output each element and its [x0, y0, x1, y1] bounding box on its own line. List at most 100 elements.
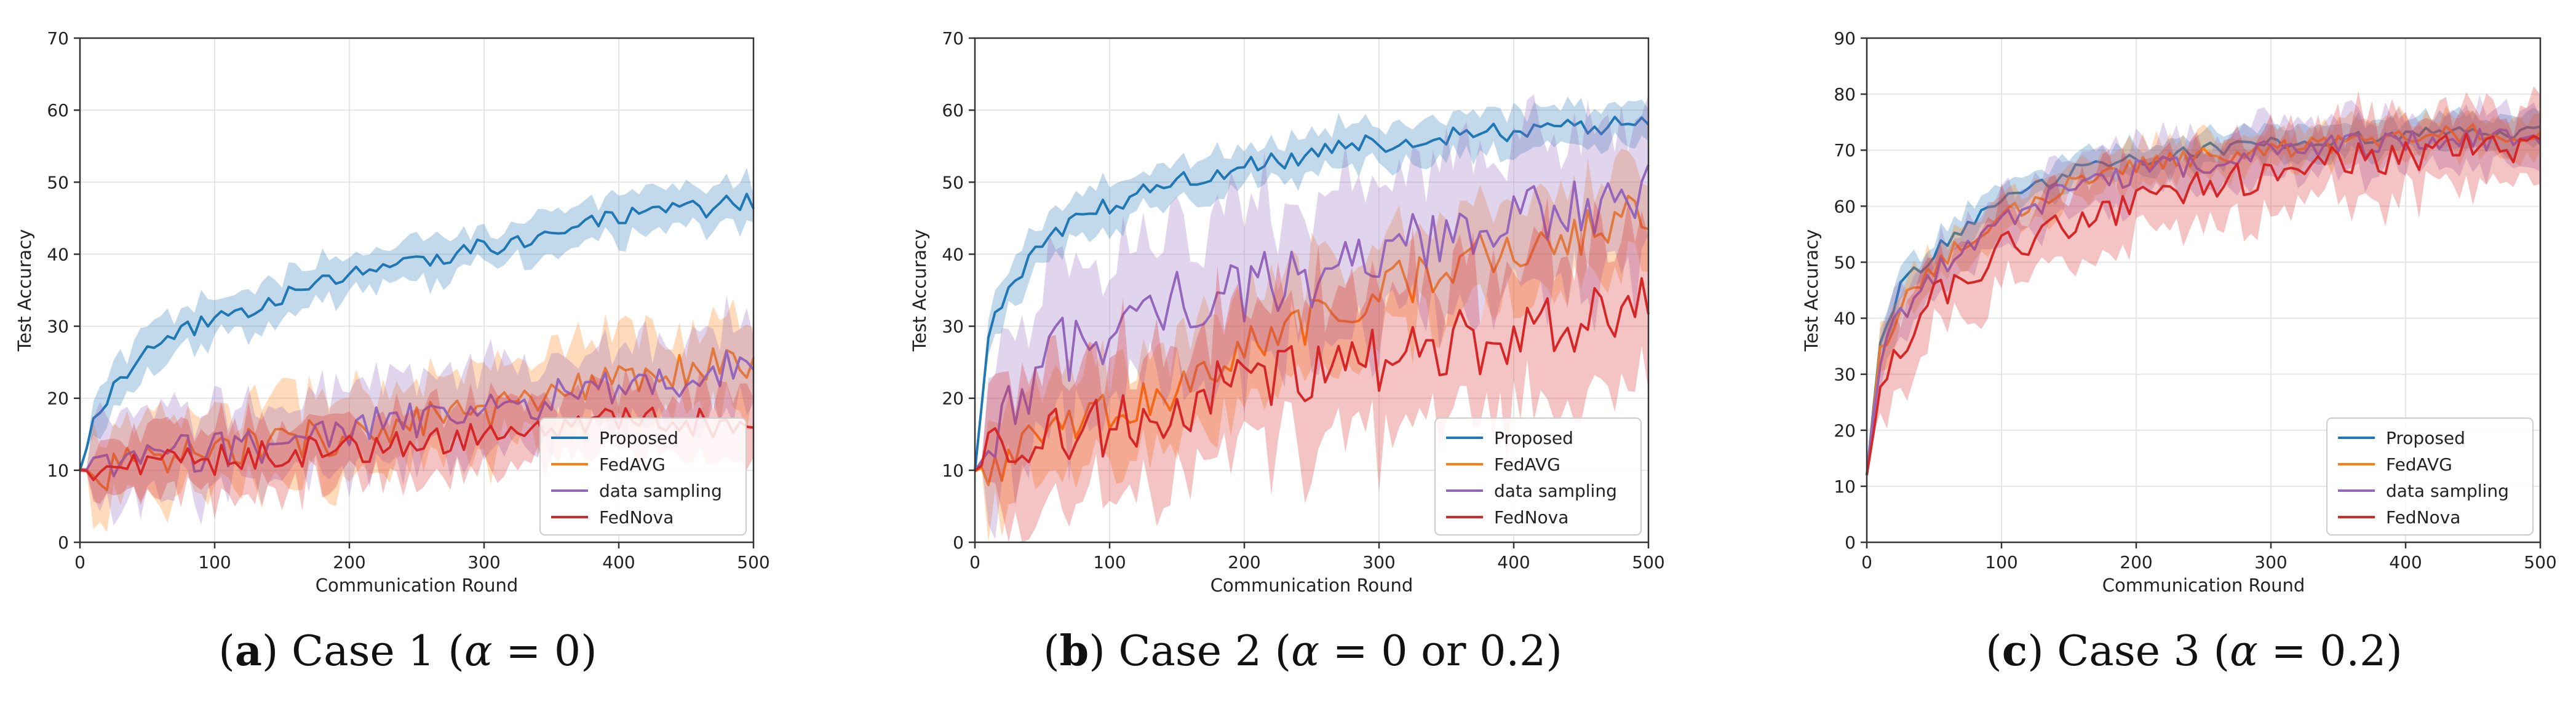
- y-tick-label: 70: [1834, 140, 1856, 160]
- x-tick-label: 300: [467, 552, 500, 572]
- x-axis-label: Communication Round: [2102, 575, 2305, 596]
- y-tick-label: 50: [942, 172, 964, 192]
- caption-text: Case 3 (: [2044, 627, 2230, 676]
- x-axis-label: Communication Round: [1210, 575, 1413, 596]
- band-fedavg: [975, 148, 1648, 542]
- y-axis-label: Test Accuracy: [14, 229, 35, 352]
- x-tick-label: 400: [2389, 552, 2422, 572]
- legend: Proposed FedAVG data sampling FedNova: [539, 417, 747, 536]
- y-tick-label: 0: [1845, 532, 1856, 553]
- axes-frame: [974, 37, 1650, 544]
- y-tick-label: 40: [47, 244, 69, 264]
- caption-close-paren: ): [2027, 627, 2044, 676]
- series-line-fednova: [1866, 132, 2541, 475]
- y-tick-label: 10: [47, 461, 69, 481]
- series-line-data-sampling: [974, 164, 1650, 472]
- legend-box: [539, 417, 747, 536]
- band-proposed: [80, 167, 753, 472]
- panel-b-chart: 0 100 200 300 400 500 0 10 20 30 40 50 60 70 Communica…: [909, 28, 1665, 676]
- y-tick-label: 30: [942, 317, 964, 337]
- y-tick-label: 50: [47, 172, 69, 192]
- legend-label-proposed: Proposed: [599, 428, 678, 448]
- series-line-fedavg: [974, 194, 1649, 486]
- y-tick-label: 30: [1834, 365, 1856, 385]
- y-tick-label: 20: [1834, 421, 1856, 441]
- caption-close-paren: ): [1089, 627, 1105, 676]
- caption-alpha: α: [464, 627, 493, 676]
- legend-label-proposed: Proposed: [1494, 428, 1573, 448]
- y-tick-label: 60: [47, 100, 69, 121]
- caption-text: Case 1 (: [278, 627, 464, 676]
- x-tick-label: 400: [1497, 552, 1530, 572]
- band-data-sampling: [80, 295, 753, 526]
- y-tick-label: 30: [47, 317, 69, 337]
- y-tick-label: 0: [58, 532, 69, 553]
- y-tick-label: 90: [1834, 28, 1856, 49]
- y-tick-label: 10: [1834, 477, 1856, 497]
- caption-value: = 0): [493, 627, 597, 676]
- y-tick-label: 40: [1834, 309, 1856, 329]
- y-tick-label: 20: [47, 389, 69, 409]
- legend-label-fedavg: FedAVG: [599, 454, 666, 475]
- caption-value: = 0 or 0.2): [1319, 627, 1562, 676]
- y-tick-label: 50: [1834, 252, 1856, 272]
- legend-label-data-sampling: data sampling: [2386, 481, 2509, 501]
- legend: Proposed FedAVG data sampling FedNova: [1434, 417, 1642, 536]
- legend-box: [2326, 417, 2534, 536]
- axes-frame: [79, 37, 755, 544]
- caption-text: Case 2 (: [1105, 627, 1291, 676]
- panel-c-chart: 0 100 200 300 400 500 0 10 20 30 40 50 60 70 80 90 Commu…: [1801, 28, 2557, 676]
- band-data-sampling: [1867, 95, 2540, 477]
- y-tick-label: 60: [942, 100, 964, 121]
- band-proposed: [975, 97, 1648, 473]
- band-fednova: [80, 368, 753, 519]
- x-tick-label: 500: [737, 552, 769, 572]
- band-fednova: [975, 197, 1648, 542]
- x-tick-label: 300: [2254, 552, 2287, 572]
- band-data-sampling: [975, 94, 1648, 540]
- x-tick-label: 300: [1362, 552, 1395, 572]
- x-axis-label: Communication Round: [316, 575, 519, 596]
- y-tick-label: 60: [1834, 196, 1856, 216]
- axes-frame: [1866, 37, 2542, 544]
- caption-letter: a: [235, 627, 262, 676]
- y-axis-label: Test Accuracy: [1801, 229, 1822, 352]
- x-tick-label: 0: [1861, 552, 1872, 572]
- x-tick-label: 200: [333, 552, 365, 572]
- x-tick-label: 100: [1093, 552, 1126, 572]
- legend-label-data-sampling: data sampling: [1494, 481, 1617, 501]
- caption-alpha: α: [2230, 627, 2258, 676]
- band-fedavg: [80, 299, 753, 532]
- x-tick-label: 0: [969, 552, 980, 572]
- series-line-fednova: [974, 277, 1650, 472]
- y-tick-label: 70: [942, 28, 964, 49]
- panel-a-chart: 0 100 200 300 400 500 0 10 20 30 40 50 60 70 Communica…: [14, 28, 770, 676]
- series-line-proposed: [1866, 125, 2541, 475]
- legend-box: [1434, 417, 1642, 536]
- panel-caption: (b) Case 2 (α = 0 or 0.2): [1043, 627, 1562, 676]
- x-tick-label: 0: [74, 552, 85, 572]
- x-tick-label: 200: [1228, 552, 1260, 572]
- caption-open-paren: (: [218, 627, 235, 676]
- y-tick-label: 10: [942, 461, 964, 481]
- caption-value: = 0.2): [2258, 627, 2403, 676]
- y-tick-label: 80: [1834, 84, 1856, 105]
- legend-label-fednova: FedNova: [2386, 507, 2460, 528]
- panel-caption: (a) Case 1 (α = 0): [218, 627, 597, 676]
- legend-label-fedavg: FedAVG: [1494, 454, 1560, 475]
- y-axis-label: Test Accuracy: [909, 229, 930, 352]
- band-fednova: [1867, 86, 2540, 477]
- legend-label-fedavg: FedAVG: [2386, 454, 2452, 475]
- caption-letter: b: [1060, 627, 1089, 676]
- x-tick-label: 100: [198, 552, 231, 572]
- x-tick-label: 500: [1632, 552, 1664, 572]
- series-line-fedavg: [79, 347, 755, 491]
- legend: Proposed FedAVG data sampling FedNova: [2326, 417, 2534, 536]
- legend-label-fednova: FedNova: [599, 507, 674, 528]
- y-tick-label: 40: [942, 244, 964, 264]
- caption-open-paren: (: [1043, 627, 1060, 676]
- y-tick-label: 0: [953, 532, 964, 553]
- legend-label-fednova: FedNova: [1494, 507, 1568, 528]
